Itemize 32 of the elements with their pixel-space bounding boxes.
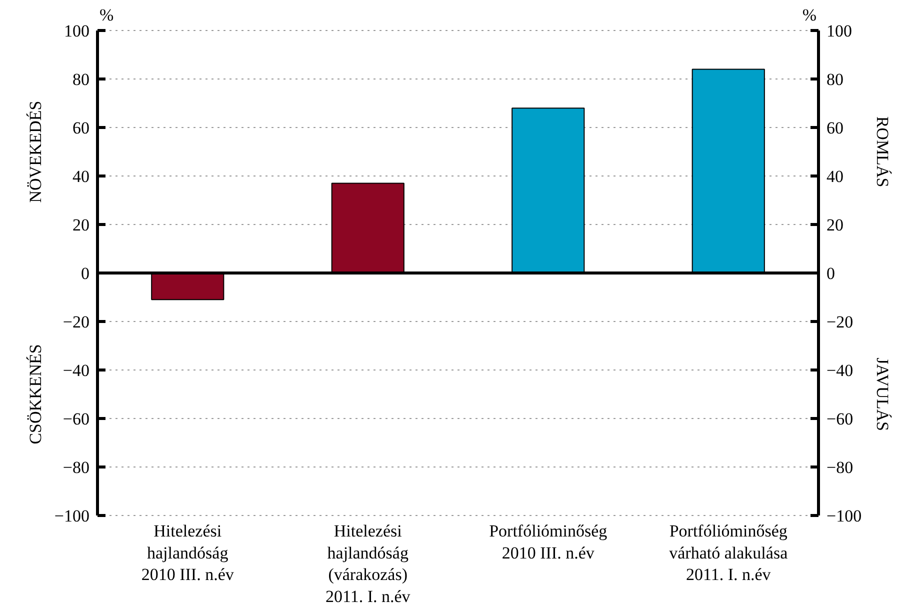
text: JAVULÁS (873, 358, 892, 431)
text: ROMLÁS (873, 116, 892, 188)
y2-tick-label: 100 (826, 22, 852, 40)
y2-tick-label: 0 (826, 264, 835, 283)
y-tick-label: 60 (72, 118, 90, 138)
x-tick-label: Hitelezési hajlandóság (várakozás) 2011. I. n.év (325, 522, 411, 606)
text: CSÖKKENÉS (26, 344, 45, 444)
y2-tick-label: −20 (826, 312, 854, 332)
text: NÖVEKEDÉS (26, 100, 45, 203)
y-tick-label: −80 (62, 458, 90, 477)
y-tick-label: 80 (72, 70, 90, 89)
y-tick-label: 20 (72, 216, 90, 234)
y2-tick-label: 80 (826, 70, 844, 89)
y-axis-title: % (100, 6, 114, 24)
y2-tick-label: 40 (826, 167, 844, 186)
y2-tick-label: −40 (826, 361, 854, 380)
y2-tick-label: −60 (826, 410, 854, 428)
y2-tick-label: 60 (826, 118, 844, 138)
x-tick-label: Hitelezési hajlandóság 2010 III. n.év (141, 522, 234, 584)
x-tick-label: Portfólióminőség várható alakulása 2011. I. n.év (669, 522, 788, 584)
y2-tick-label: −80 (826, 458, 854, 477)
y-tick-label: 40 (72, 167, 90, 186)
x-tick-label: Portfólióminőség 2010 III. n.év (489, 522, 608, 562)
y-tick-label: 0 (81, 264, 90, 283)
y-tick-label: −20 (62, 312, 90, 332)
y2-tick-label: 20 (826, 216, 844, 234)
y-tick-label: −60 (62, 410, 90, 428)
y-tick-label: −100 (54, 506, 90, 526)
y2-axis-title: % (802, 6, 817, 24)
y2-tick-label: −100 (826, 506, 862, 526)
y-tick-label: 100 (64, 22, 90, 40)
y-tick-label: −40 (62, 361, 90, 380)
